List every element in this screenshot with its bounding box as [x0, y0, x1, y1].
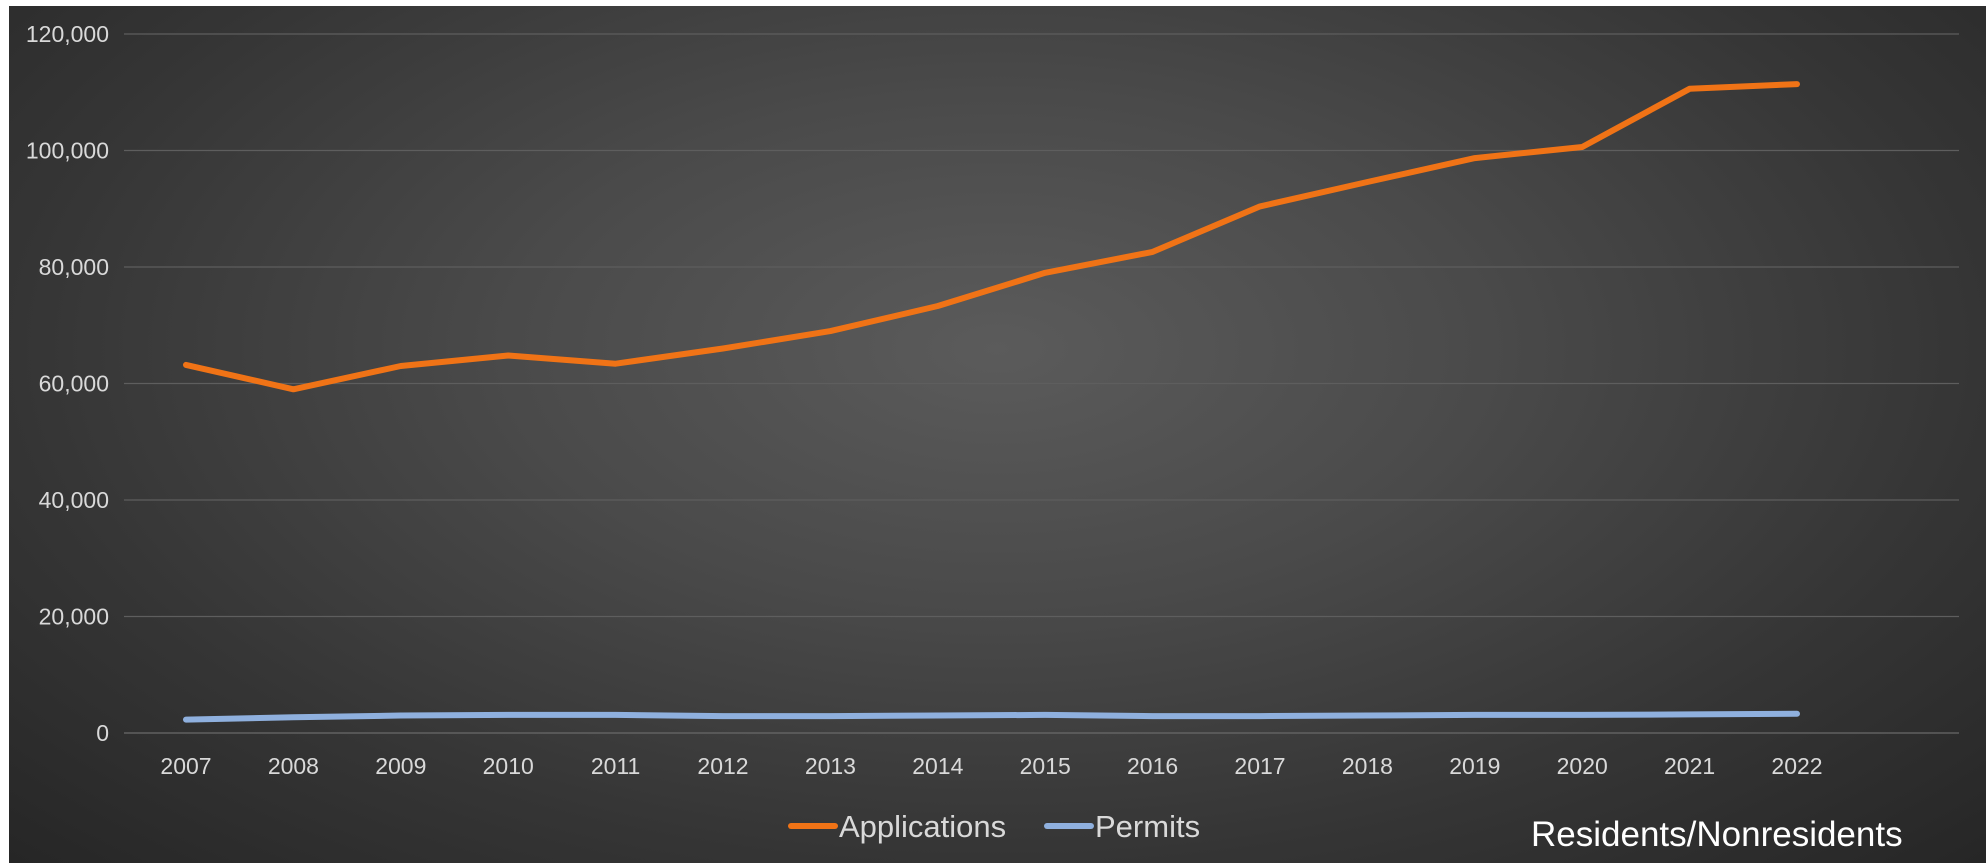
legend-label-permits: Permits [1095, 809, 1200, 844]
x-tick-label: 2014 [912, 753, 963, 779]
y-tick-label: 0 [96, 720, 109, 746]
annotation-text: Residents/Nonresidents [1531, 815, 1903, 854]
x-tick-label: 2017 [1234, 753, 1285, 779]
y-tick-label: 80,000 [39, 254, 109, 280]
x-tick-label: 2007 [160, 753, 211, 779]
series-line-permits [183, 710, 1800, 723]
x-tick-label: 2021 [1664, 753, 1715, 779]
y-tick-label: 120,000 [26, 21, 109, 47]
line-chart: 020,00040,00060,00080,000100,000120,000 … [26, 21, 1959, 854]
series-line-applications [183, 81, 1800, 393]
x-tick-label: 2015 [1020, 753, 1071, 779]
x-tick-label: 2009 [375, 753, 426, 779]
x-tick-label: 2010 [483, 753, 534, 779]
x-tick-label: 2011 [591, 753, 640, 779]
y-tick-label: 40,000 [39, 487, 109, 513]
x-tick-label: 2018 [1342, 753, 1393, 779]
x-tick-label: 2016 [1127, 753, 1178, 779]
x-tick-label: 2013 [805, 753, 856, 779]
x-tick-label: 2019 [1449, 753, 1500, 779]
legend: Applications Permits [788, 809, 1200, 844]
y-tick-label: 60,000 [39, 371, 109, 397]
legend-label-applications: Applications [839, 809, 1006, 844]
y-tick-label: 20,000 [39, 604, 109, 630]
x-tick-label: 2008 [268, 753, 319, 779]
x-tick-label: 2020 [1557, 753, 1608, 779]
x-tick-label: 2012 [697, 753, 748, 779]
series-lines [183, 81, 1800, 723]
chart-area: 0 20,000 40,000 60,000 80,000 100,000 120,000 … [9, 6, 1986, 863]
y-tick-label: 100,000 [26, 138, 109, 164]
y-axis-tick-labels: 0 20,000 40,000 60,000 80,000 100,000 120,000 [26, 21, 109, 746]
x-axis-tick-labels: 2007 2008 2009 2010 2011 2012 2013 2014 2015 2016… [160, 753, 1822, 779]
x-tick-label: 2022 [1771, 753, 1822, 779]
gridlines [124, 33, 1959, 734]
